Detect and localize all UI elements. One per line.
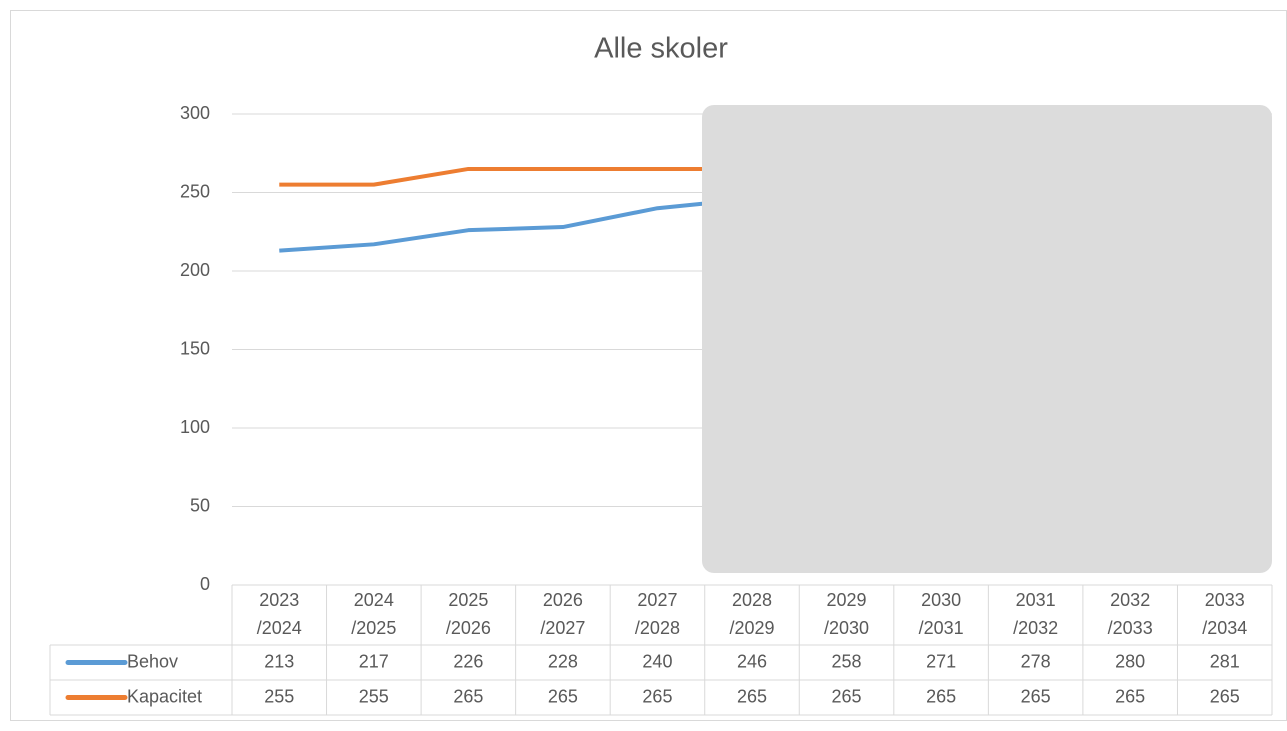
table-value: 265 <box>832 686 862 706</box>
table-value: 228 <box>548 651 578 671</box>
y-tick-label: 100 <box>180 417 210 437</box>
y-tick-label: 250 <box>180 181 210 201</box>
table-value: 265 <box>453 686 483 706</box>
table-value: 258 <box>832 651 862 671</box>
table-value: 240 <box>642 651 672 671</box>
redaction-box <box>702 105 1272 573</box>
table-value: 265 <box>1210 686 1240 706</box>
x-tick-label: 2033/2034 <box>1202 590 1247 638</box>
data-table: 2023/2024 2024/2025 2025/2026 2026/2027 2027… <box>49 584 1273 716</box>
table-value: 265 <box>548 686 578 706</box>
x-tick-label: 2026/2027 <box>540 590 585 638</box>
table-value: 213 <box>264 651 294 671</box>
table-value: 278 <box>1021 651 1051 671</box>
table-value: 265 <box>642 686 672 706</box>
table-value: 265 <box>1021 686 1051 706</box>
table-value: 255 <box>359 686 389 706</box>
table-value: 265 <box>1115 686 1145 706</box>
x-tick-label: 2029/2030 <box>824 590 869 638</box>
table-value: 217 <box>359 651 389 671</box>
x-tick-label: 2024/2025 <box>351 590 396 638</box>
legend-label: Kapacitet <box>127 686 202 706</box>
y-tick-label: 150 <box>180 338 210 358</box>
y-tick-label: 200 <box>180 260 210 280</box>
table-value: 280 <box>1115 651 1145 671</box>
table-value: 265 <box>926 686 956 706</box>
x-tick-label: 2027/2028 <box>635 590 680 638</box>
y-tick-label: 50 <box>190 495 210 515</box>
table-value: 265 <box>737 686 767 706</box>
y-tick-label: 0 <box>200 574 210 594</box>
table-value: 246 <box>737 651 767 671</box>
x-tick-label: 2025/2026 <box>446 590 491 638</box>
chart-title: Alle skoler <box>594 33 728 65</box>
x-tick-label: 2030/2031 <box>919 590 964 638</box>
x-tick-label: 2032/2033 <box>1108 590 1153 638</box>
table-value: 271 <box>926 651 956 671</box>
table-value: 281 <box>1210 651 1240 671</box>
table-value: 226 <box>453 651 483 671</box>
legend-label: Behov <box>127 651 178 671</box>
x-tick-label: 2031/2032 <box>1013 590 1058 638</box>
x-tick-label: 2023/2024 <box>257 590 302 638</box>
x-tick-label: 2028/2029 <box>729 590 774 638</box>
y-tick-label: 300 <box>180 103 210 123</box>
table-value: 255 <box>264 686 294 706</box>
